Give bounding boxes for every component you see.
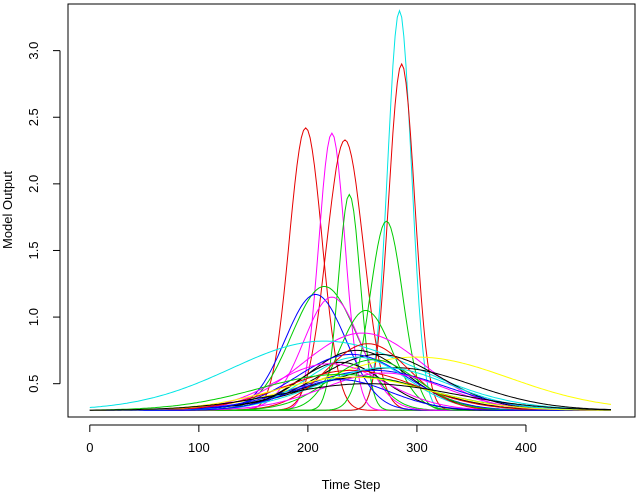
- x-tick-label: 400: [515, 440, 537, 455]
- x-tick-label: 200: [297, 440, 319, 455]
- series-line-5: [89, 139, 611, 411]
- series-line-12: [89, 332, 611, 411]
- y-tick-label: 2.5: [26, 108, 41, 126]
- series-line-30: [89, 379, 611, 411]
- series-line-21: [89, 369, 611, 411]
- y-axis: 0.5 1.0 1.5 2.0 2.5 3.0: [26, 42, 61, 393]
- y-tick-label: 1.0: [26, 308, 41, 326]
- series-line-2: [89, 62, 611, 411]
- y-tick-label: 1.5: [26, 241, 41, 259]
- series-line-32: [89, 383, 611, 411]
- series-line-7: [89, 220, 611, 411]
- y-axis-title: Model Output: [0, 171, 15, 249]
- y-tick-label: 3.0: [26, 42, 41, 60]
- series-line-25: [89, 369, 611, 411]
- plot-frame: [67, 3, 636, 418]
- x-tick-label: 300: [406, 440, 428, 455]
- x-axis-title: Time Step: [322, 477, 381, 492]
- series-line-3: [89, 127, 611, 411]
- series-line-14: [89, 356, 612, 411]
- x-tick-label: 100: [188, 440, 210, 455]
- y-tick-label: 2.0: [26, 175, 41, 193]
- y-tick-label: 0.5: [26, 375, 41, 393]
- x-tick-label: 0: [86, 440, 93, 455]
- series-lines: [89, 9, 612, 411]
- series-line-13: [89, 340, 612, 411]
- x-axis: 0 100 200 300 400: [86, 424, 537, 455]
